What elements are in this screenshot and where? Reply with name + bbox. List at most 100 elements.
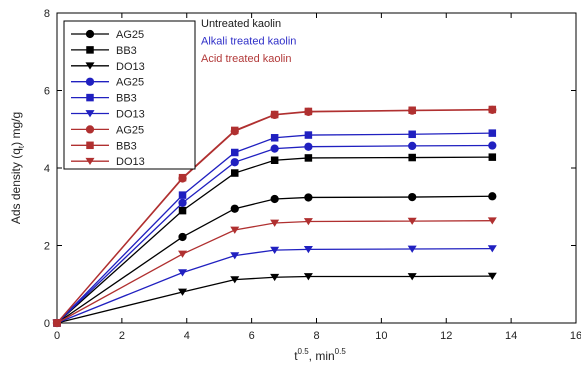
- data-point: [270, 134, 279, 142]
- data-point: [304, 142, 313, 151]
- x-tick-label: 8: [313, 330, 319, 342]
- data-point: [408, 153, 416, 162]
- data-point: [231, 126, 239, 135]
- x-axis-label-base: t: [294, 349, 298, 363]
- x-axis-label-unit: , min: [309, 349, 335, 363]
- data-point: [178, 198, 187, 207]
- legend-marker: [85, 29, 95, 39]
- x-tick-label: 2: [119, 330, 125, 342]
- series-do13-8: [52, 217, 497, 327]
- legend-marker: [85, 62, 95, 70]
- series-do13-5: [52, 245, 497, 327]
- data-point: [303, 218, 313, 226]
- data-point: [304, 131, 313, 139]
- legend-label: BB3: [116, 93, 137, 105]
- y-tick-label: 2: [44, 241, 50, 253]
- data-point: [178, 232, 187, 242]
- x-tick-label: 10: [375, 330, 387, 342]
- data-point: [304, 154, 313, 162]
- x-tick-label: 16: [570, 330, 581, 342]
- legend-item: DO13: [71, 109, 145, 121]
- legend-label: DO13: [116, 156, 145, 168]
- legend-marker: [86, 141, 94, 150]
- data-point: [304, 193, 313, 202]
- x-axis-label: t0.5, min0.5: [294, 347, 346, 363]
- y-axis-label-post: ) mg/g: [9, 112, 23, 146]
- x-axis-label-unit-sup: 0.5: [335, 347, 347, 356]
- legend-marker: [85, 77, 95, 86]
- legend-item: DO13: [71, 61, 145, 73]
- legend-label: BB3: [116, 45, 137, 57]
- data-point: [230, 252, 240, 260]
- y-axis-label-pre: Ads density (q: [9, 148, 23, 224]
- x-tick-label: 6: [249, 330, 255, 342]
- legend-item: BB3: [71, 45, 137, 57]
- legend-marker: [86, 93, 94, 102]
- data-point: [487, 245, 497, 253]
- data-point: [231, 148, 239, 157]
- y-tick-label: 0: [44, 318, 50, 330]
- data-point: [487, 217, 497, 225]
- data-point: [231, 169, 239, 177]
- data-point: [408, 141, 417, 151]
- legend-label: DO13: [116, 61, 145, 73]
- data-point: [407, 217, 417, 225]
- legend-label: BB3: [116, 140, 137, 152]
- x-tick-label: 14: [505, 330, 517, 342]
- legend-item: AG25: [71, 77, 144, 89]
- data-point: [178, 191, 187, 199]
- x-tick-label: 4: [184, 330, 190, 342]
- data-point: [178, 269, 188, 277]
- data-point: [488, 129, 497, 137]
- data-point: [230, 158, 239, 167]
- data-point: [270, 273, 280, 282]
- data-point: [407, 245, 417, 253]
- group-label: Untreated kaolin: [201, 18, 281, 30]
- data-point: [408, 130, 416, 139]
- x-tick-label: 12: [440, 330, 452, 342]
- series-bb3-1: [53, 153, 497, 327]
- data-point: [407, 273, 417, 281]
- legend-marker: [86, 46, 94, 54]
- x-tick-label: 0: [54, 330, 60, 342]
- data-point: [230, 226, 240, 234]
- legend-label: AG25: [116, 29, 144, 41]
- data-point: [303, 273, 313, 281]
- legend-item: AG25: [71, 124, 144, 136]
- legend-item: DO13: [71, 156, 145, 168]
- legend-box: [63, 20, 196, 170]
- data-point: [487, 272, 497, 280]
- y-tick-label: 6: [44, 86, 50, 98]
- data-point: [52, 319, 62, 327]
- data-point: [270, 219, 280, 227]
- series-ag25-3: [52, 141, 497, 328]
- legend-marker: [85, 125, 95, 134]
- series-line: [56, 275, 493, 324]
- y-axis-label-sub: t: [17, 145, 26, 148]
- series-line: [56, 156, 493, 324]
- data-point: [488, 153, 497, 161]
- legend-label: DO13: [116, 109, 145, 121]
- series-do13-2: [52, 272, 497, 327]
- data-point: [230, 276, 240, 284]
- data-point: [270, 194, 279, 204]
- data-point: [270, 144, 279, 153]
- y-axis-label: Ads density (qt) mg/g: [9, 112, 26, 224]
- data-point: [230, 204, 239, 213]
- data-point: [408, 106, 416, 115]
- data-point: [178, 173, 187, 182]
- data-point: [178, 288, 188, 296]
- y-tick-label: 8: [44, 8, 50, 20]
- data-point: [178, 206, 187, 215]
- legend-item: AG25: [71, 29, 144, 41]
- legend-item: BB3: [71, 93, 137, 105]
- group-label: Acid treated kaolin: [201, 53, 292, 65]
- legend-marker: [85, 110, 95, 118]
- legend-label: AG25: [116, 77, 144, 89]
- x-axis-label-sup: 0.5: [298, 347, 310, 356]
- data-point: [178, 250, 188, 258]
- series-line: [56, 220, 493, 324]
- data-point: [488, 105, 497, 114]
- group-label: Alkali treated kaolin: [201, 36, 296, 48]
